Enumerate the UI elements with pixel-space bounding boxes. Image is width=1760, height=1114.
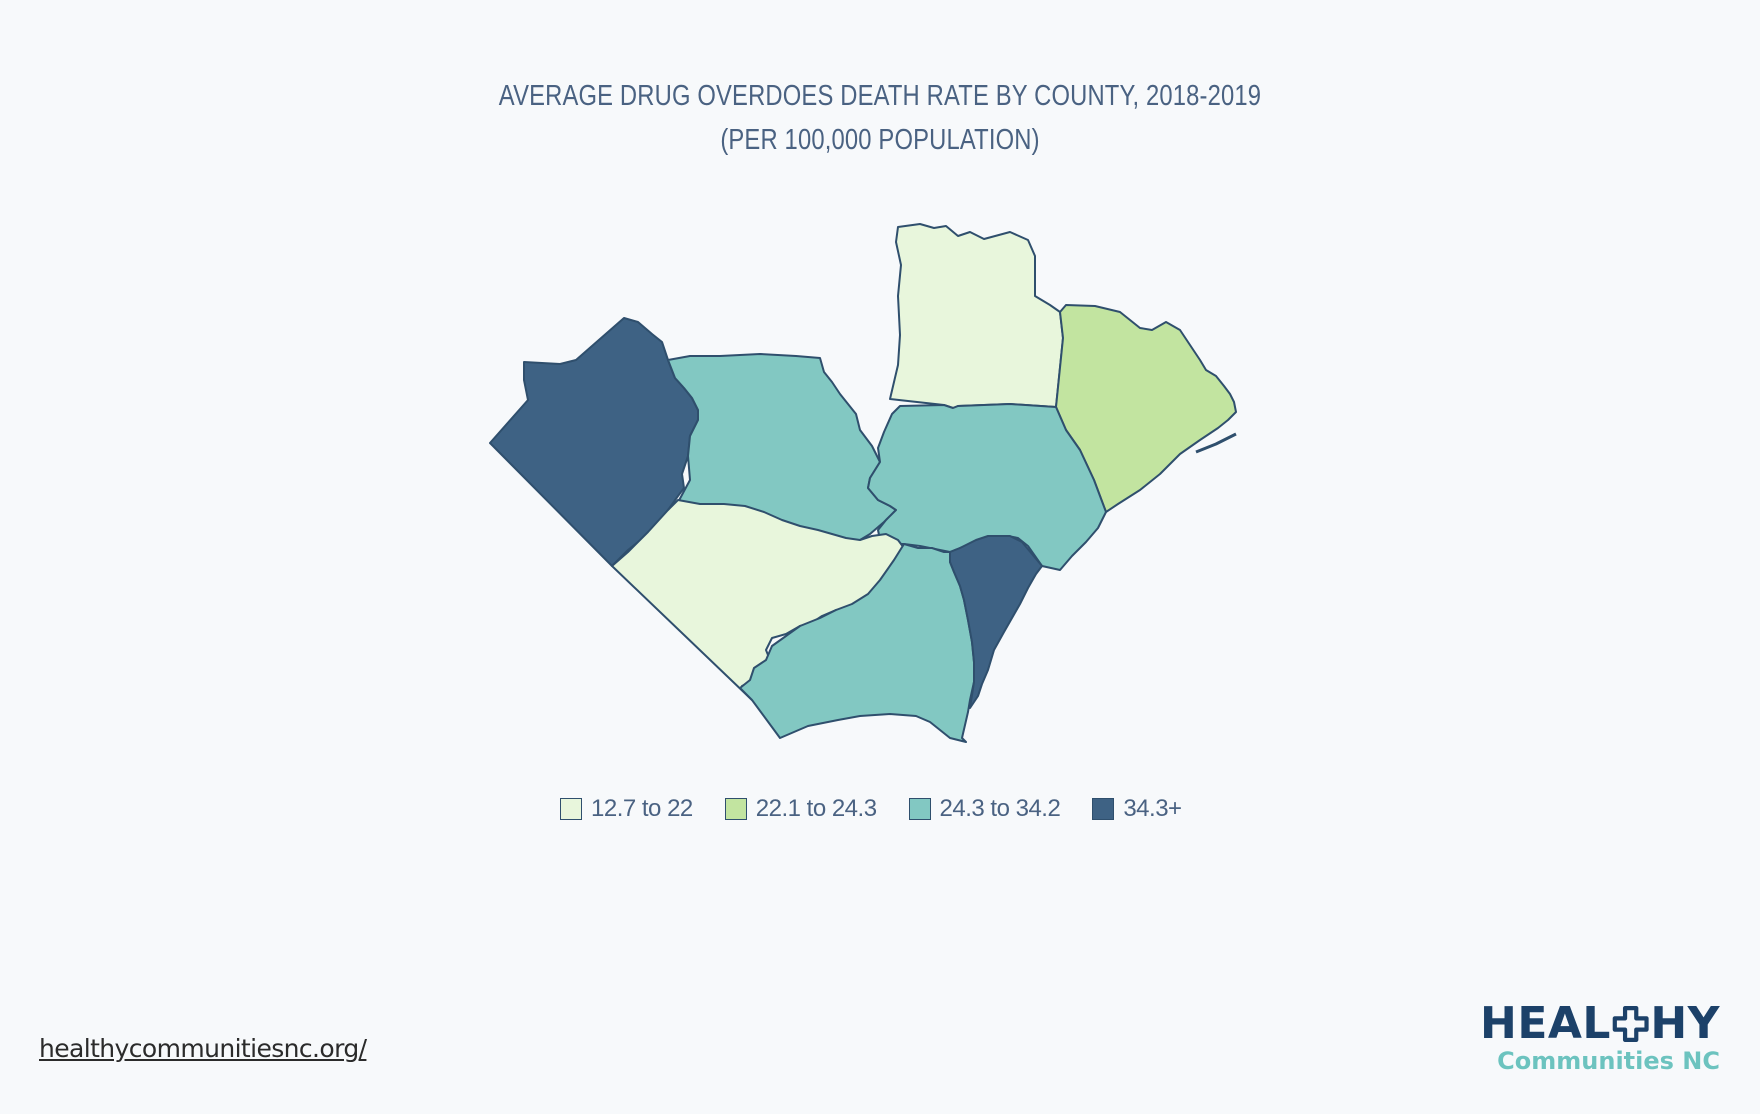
county-northeast	[1055, 304, 1237, 513]
map-legend: 12.7 to 22 22.1 to 24.3 24.3 to 34.2 34.…	[560, 793, 1182, 825]
legend-swatch-4	[1092, 798, 1115, 820]
legend-swatch-3	[908, 798, 931, 820]
legend-label-4: 34.3+	[1123, 795, 1182, 822]
chart-title-line2: (PER 100,000 POPULATION)	[720, 124, 1040, 156]
medical-cross-icon	[1612, 1006, 1649, 1042]
coastline-island	[1195, 432, 1237, 454]
legend-label-1: 12.7 to 22	[591, 795, 693, 822]
county-coastal-south	[949, 535, 1043, 709]
legend-label-3: 24.3 to 34.2	[939, 795, 1061, 822]
chart-title: AVERAGE DRUG OVERDOES DEATH RATE BY COUN…	[158, 74, 1601, 162]
legend-label-2: 22.1 to 24.3	[755, 795, 877, 822]
chart-title-line1: AVERAGE DRUG OVERDOES DEATH RATE BY COUN…	[498, 80, 1262, 112]
logo-text-heal: HEAL	[1480, 998, 1611, 1049]
healthy-communities-logo: HEAL HY Communities NC	[1480, 1002, 1720, 1082]
legend-item-2: 22.1 to 24.3	[724, 795, 877, 823]
legend-swatch-1	[560, 798, 582, 820]
legend-item-1: 12.7 to 22	[560, 795, 693, 823]
legend-swatch-2	[724, 798, 747, 820]
county-southwest	[611, 499, 905, 701]
county-west-central	[667, 353, 897, 541]
logo-subtitle: Communities NC	[1497, 1047, 1720, 1075]
logo-wordmark: HEAL HY	[1480, 1002, 1720, 1046]
website-link[interactable]: healthycommunitiesnc.org/	[39, 1034, 367, 1063]
logo-text-hy: HY	[1650, 998, 1720, 1049]
legend-item-4: 34.3+	[1092, 795, 1182, 823]
county-north	[889, 223, 1064, 409]
legend-item-3: 24.3 to 34.2	[908, 795, 1061, 823]
